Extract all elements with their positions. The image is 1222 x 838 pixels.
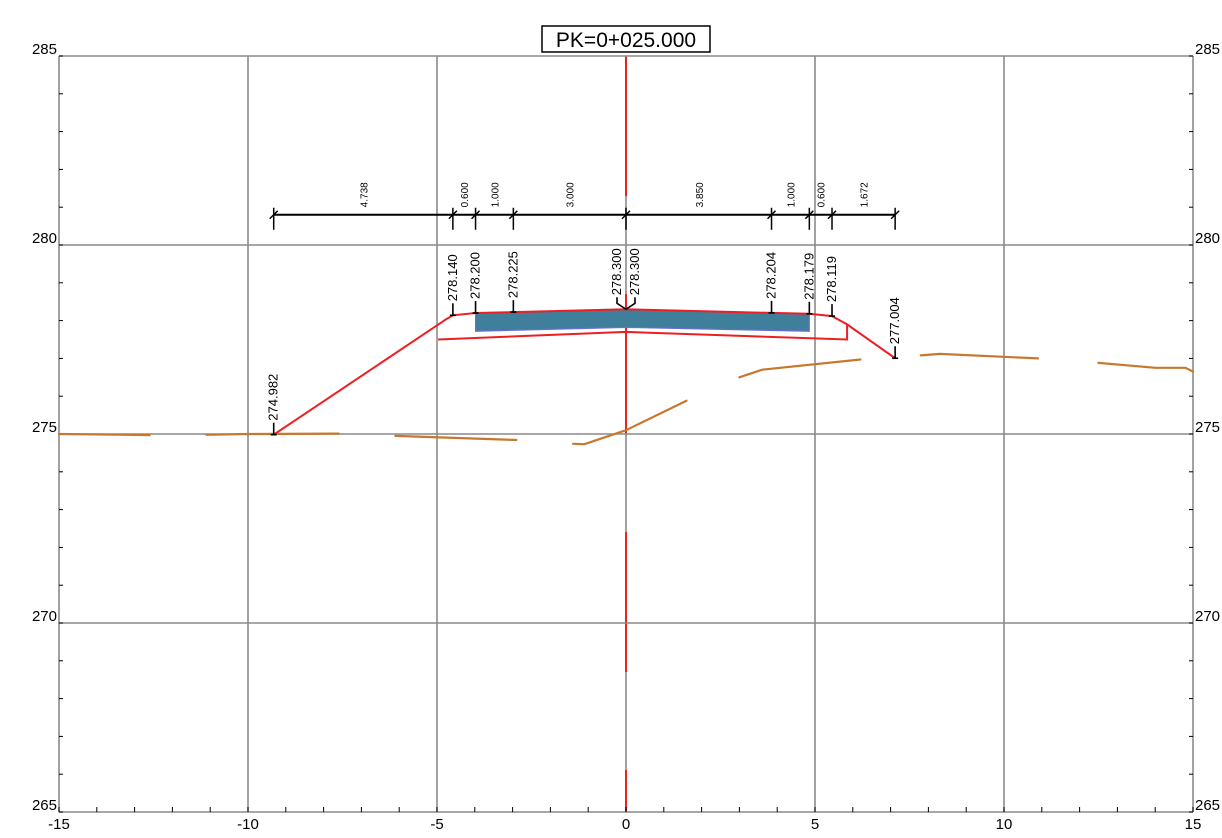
x-tick-label: 10 bbox=[996, 816, 1013, 833]
terrain-segment bbox=[394, 434, 518, 442]
dimension-slash bbox=[890, 210, 900, 220]
terrain-segment bbox=[205, 432, 340, 436]
width-label: 0.600 bbox=[460, 182, 471, 207]
dimension-slash bbox=[471, 210, 481, 220]
y-tick-label-left: 280 bbox=[32, 230, 57, 247]
title-text: PK=0+025.000 bbox=[556, 29, 696, 52]
elevation-leader bbox=[616, 297, 627, 310]
y-tick-label-left: 285 bbox=[32, 41, 57, 58]
x-tick-label: -15 bbox=[48, 816, 70, 833]
width-label: 1.672 bbox=[860, 182, 871, 207]
width-label: 1.000 bbox=[491, 182, 502, 207]
terrain-segment bbox=[57, 432, 151, 437]
elevation-label: 278.200 bbox=[468, 252, 483, 299]
elevation-label: 278.179 bbox=[801, 253, 816, 300]
terrain-profile bbox=[57, 352, 1195, 446]
dimension-slash bbox=[508, 210, 518, 220]
elevation-label: 278.225 bbox=[505, 251, 520, 298]
y-tick-label-left: 275 bbox=[32, 419, 57, 436]
elevation-label: 277.004 bbox=[887, 297, 902, 344]
design-profile-line bbox=[273, 308, 896, 436]
terrain-segment bbox=[738, 358, 862, 379]
elevation-label: 278.204 bbox=[764, 252, 779, 299]
dimension-slash bbox=[448, 210, 458, 220]
width-label: 0.600 bbox=[817, 182, 828, 207]
x-axis-ticks: -15 -10 -5 0 5 10 15 bbox=[48, 816, 1201, 833]
x-tick-label: -5 bbox=[430, 816, 443, 833]
x-tick-label: 0 bbox=[622, 816, 630, 833]
dimension-slash bbox=[621, 210, 631, 220]
dimension-slash bbox=[766, 210, 777, 220]
y-tick-label-right: 265 bbox=[1195, 797, 1220, 814]
elevation-label: 274.982 bbox=[266, 374, 281, 421]
terrain-segment bbox=[572, 399, 688, 446]
width-dimension-line: 4.738 0.600 1.000 3.000 3.850 1.000 0.600 1.672 bbox=[269, 182, 900, 230]
width-label: 3.000 bbox=[566, 182, 577, 207]
dimension-slash bbox=[804, 210, 814, 220]
width-label: 3.850 bbox=[695, 182, 706, 207]
y-tick-label-right: 270 bbox=[1195, 608, 1220, 625]
x-tick-label: -10 bbox=[237, 816, 259, 833]
y-tick-label-right: 280 bbox=[1195, 230, 1220, 247]
y-tick-label-left: 265 bbox=[32, 797, 57, 814]
elevation-label: 278.140 bbox=[445, 254, 460, 301]
y-tick-label-right: 275 bbox=[1195, 419, 1220, 436]
width-label: 4.738 bbox=[359, 182, 370, 207]
x-tick-label: 15 bbox=[1185, 816, 1202, 833]
x-tick-label: 5 bbox=[811, 816, 819, 833]
y-tick-label-right: 285 bbox=[1195, 41, 1220, 58]
station-title: PK=0+025.000 bbox=[541, 25, 711, 53]
grid bbox=[58, 55, 1194, 813]
elevation-leader bbox=[625, 297, 636, 310]
elevation-label: 278.300 bbox=[627, 248, 642, 295]
elevation-label: 278.119 bbox=[824, 256, 839, 302]
width-label: 1.000 bbox=[786, 182, 797, 207]
elevation-labels: 274.982 278.140 278.200 278.225 278.300 278.3… bbox=[266, 248, 902, 436]
terrain-segment bbox=[1097, 361, 1195, 373]
y-tick-label-left: 270 bbox=[32, 608, 57, 625]
dimension-slash bbox=[269, 210, 279, 220]
title-box bbox=[541, 25, 711, 53]
terrain-segment bbox=[919, 352, 1040, 360]
subgrade-line bbox=[438, 324, 849, 341]
y-axis-ticks: 285 285 280 280 275 275 270 270 265 265 bbox=[32, 41, 1220, 814]
design-profile bbox=[273, 308, 896, 436]
elevation-label: 278.300 bbox=[609, 248, 624, 295]
dimension-slash bbox=[827, 210, 837, 220]
